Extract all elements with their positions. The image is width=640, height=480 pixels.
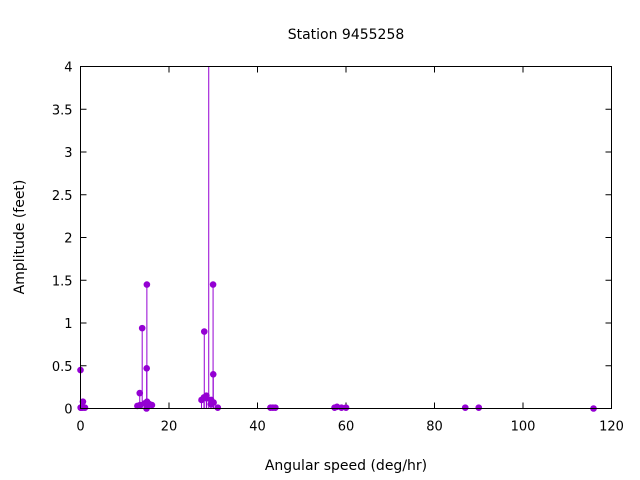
y-tick-label: 4 [64,61,72,76]
stem-point [342,404,350,411]
chart-title: Station 9455258 [288,27,405,43]
stem-point [143,281,151,288]
x-tick-label: 120 [599,420,624,435]
stem-point [209,281,217,288]
x-axis-label: Angular speed (deg/hr) [265,458,427,474]
y-tick-label: 2.5 [52,189,73,204]
stem-point [138,324,146,332]
y-axis-label: Amplitude (feet) [12,180,28,295]
y-tick-label: 3 [64,146,72,161]
stem-point [79,398,87,405]
stem-point [338,404,345,411]
data-stems [77,66,597,412]
x-tick-label: 20 [161,420,178,435]
stem-point [148,401,156,409]
stem-point [136,389,144,397]
stem-point [210,399,217,406]
y-tick-label: 0 [64,403,72,418]
axis-ticks: 0 20 40 60 80 100 120 0 0.5 1 1.5 2 2.5 3 3.5 4 [52,61,624,435]
x-tick-label: 40 [249,420,266,435]
stem-point [461,404,469,411]
y-tick-label: 1.5 [52,274,73,289]
y-tick-label: 2 [64,232,72,247]
y-tick-label: 0.5 [52,360,73,375]
x-tick-label: 0 [76,420,84,435]
stem-point [81,404,89,411]
stem-point [200,328,208,335]
y-tick-label: 1 [64,317,72,332]
x-tick-label: 100 [511,420,536,435]
stem-point [214,404,222,411]
stem-point [209,371,217,378]
plot-frame [80,66,612,409]
x-tick-label: 60 [338,420,355,435]
stem-point [272,404,279,411]
stem-point [475,404,483,411]
x-tick-label: 80 [426,420,443,435]
y-tick-label: 3.5 [52,103,73,118]
